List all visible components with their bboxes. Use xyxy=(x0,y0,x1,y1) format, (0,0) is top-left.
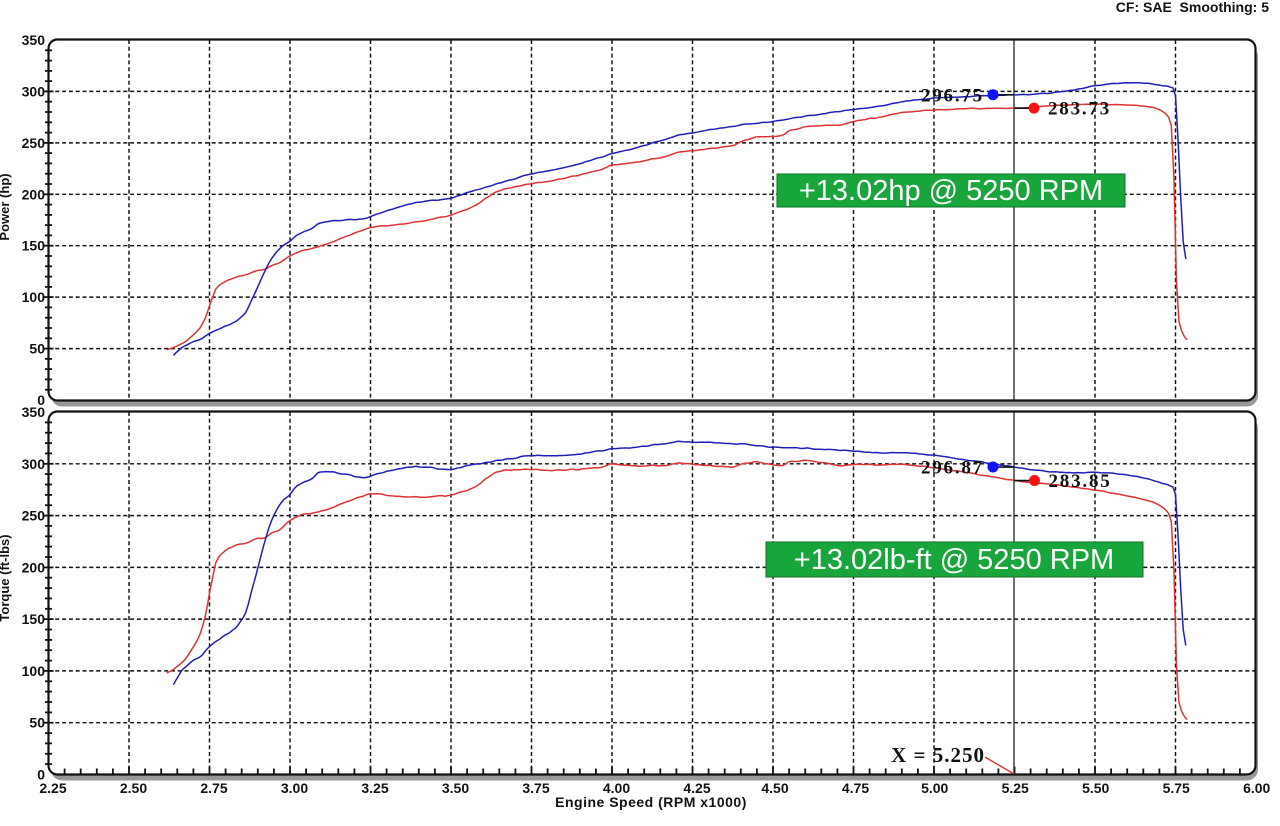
svg-text:2.50: 2.50 xyxy=(120,780,147,796)
svg-text:5.00: 5.00 xyxy=(921,780,948,796)
svg-text:+13.02lb-ft @ 5250 RPM: +13.02lb-ft @ 5250 RPM xyxy=(794,544,1114,576)
svg-text:150: 150 xyxy=(22,611,46,627)
svg-text:5.75: 5.75 xyxy=(1163,780,1190,796)
svg-text:300: 300 xyxy=(22,83,46,99)
svg-text:3.50: 3.50 xyxy=(442,780,469,796)
svg-text:350: 350 xyxy=(22,404,46,420)
svg-text:3.00: 3.00 xyxy=(281,780,308,796)
svg-text:200: 200 xyxy=(22,559,46,575)
svg-text:5.25: 5.25 xyxy=(1002,780,1029,796)
svg-text:6.00: 6.00 xyxy=(1243,780,1270,796)
svg-text:0: 0 xyxy=(37,767,45,783)
svg-text:3.25: 3.25 xyxy=(361,780,388,796)
svg-text:+13.02hp @ 5250 RPM: +13.02hp @ 5250 RPM xyxy=(799,175,1103,207)
svg-text:CF: SAE Smoothing: 5: CF: SAE Smoothing: 5 xyxy=(1116,0,1269,15)
svg-text:200: 200 xyxy=(22,186,46,202)
svg-text:4.50: 4.50 xyxy=(761,780,788,796)
svg-text:Power (hp): Power (hp) xyxy=(0,173,12,240)
svg-text:3.75: 3.75 xyxy=(522,780,549,796)
svg-text:4.00: 4.00 xyxy=(603,780,630,796)
svg-text:2.75: 2.75 xyxy=(200,780,227,796)
svg-text:Torque (ft-lbs): Torque (ft-lbs) xyxy=(0,534,12,621)
svg-text:4.75: 4.75 xyxy=(842,780,869,796)
svg-text:250: 250 xyxy=(22,135,46,151)
svg-text:50: 50 xyxy=(29,715,45,731)
svg-text:5.50: 5.50 xyxy=(1082,780,1109,796)
svg-text:283.73: 283.73 xyxy=(1048,99,1111,120)
svg-text:300: 300 xyxy=(22,456,46,472)
svg-text:283.85: 283.85 xyxy=(1049,471,1112,492)
svg-text:X = 5.250: X = 5.250 xyxy=(891,743,985,767)
svg-text:50: 50 xyxy=(29,341,45,357)
svg-text:296.75: 296.75 xyxy=(921,85,984,106)
svg-text:296.87: 296.87 xyxy=(921,458,984,479)
svg-text:2.25: 2.25 xyxy=(39,780,66,796)
svg-text:100: 100 xyxy=(22,663,46,679)
svg-text:0: 0 xyxy=(37,392,45,408)
svg-text:Engine Speed (RPM x1000): Engine Speed (RPM x1000) xyxy=(555,794,747,810)
svg-text:250: 250 xyxy=(22,508,46,524)
svg-text:350: 350 xyxy=(22,32,46,48)
svg-text:150: 150 xyxy=(22,238,46,254)
svg-text:4.25: 4.25 xyxy=(683,780,710,796)
svg-text:100: 100 xyxy=(22,289,46,305)
